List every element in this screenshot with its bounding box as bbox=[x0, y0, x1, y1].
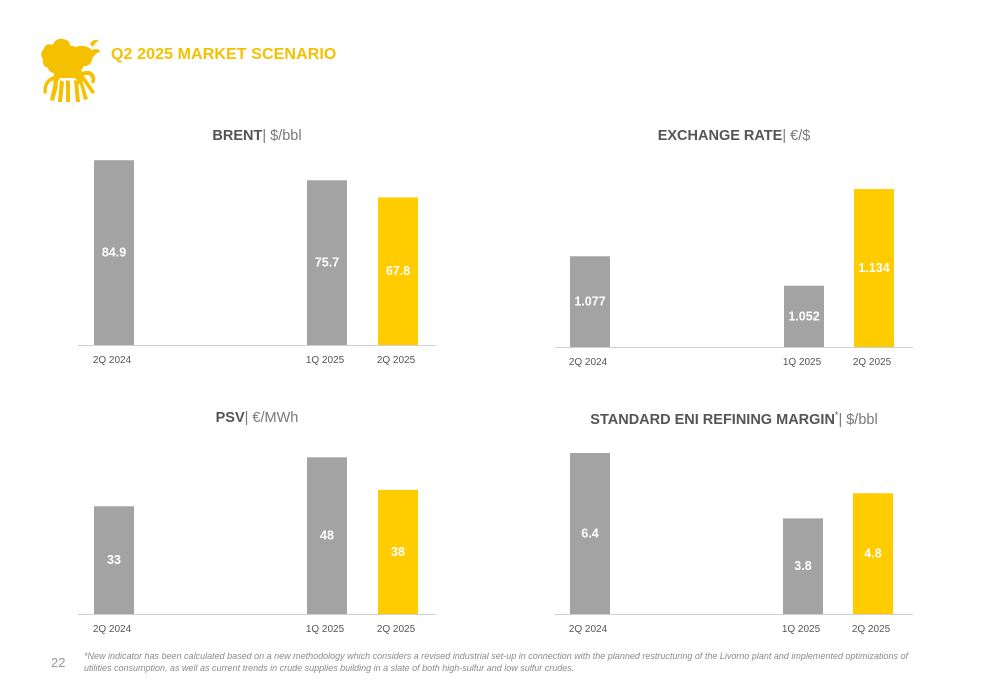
x-tick-label-2: 1Q 2025 bbox=[306, 624, 345, 635]
page-title: Q2 2025 MARKET SCENARIO bbox=[111, 46, 337, 63]
bar-1 bbox=[570, 256, 610, 347]
x-tick-label-1: 2Q 2024 bbox=[569, 357, 608, 368]
chart-brent: BRENT| $/bbl 84.9 2Q 2024 75.7 1Q 2025 67.8 2… bbox=[78, 128, 436, 368]
chart-psv: PSV| €/MWh 33 2Q 2024 48 1Q 2025 38 2Q 2025 bbox=[78, 410, 436, 650]
bar-2 bbox=[783, 518, 823, 614]
bar-2 bbox=[307, 457, 347, 614]
data-label-3: 38 bbox=[391, 545, 405, 559]
data-label-1: 6.4 bbox=[581, 527, 598, 541]
chart-unit: | $/bbl bbox=[262, 128, 302, 144]
x-tick-label-2: 1Q 2025 bbox=[782, 624, 821, 635]
footnote: *New indicator has been calculated based… bbox=[84, 651, 908, 673]
data-label-3: 4.8 bbox=[864, 547, 881, 561]
bar-3 bbox=[378, 489, 418, 614]
chart-refining-margin: STANDARD ENI REFINING MARGIN*| $/bbl 6.4… bbox=[555, 410, 913, 650]
bar-3 bbox=[853, 493, 893, 614]
chart-unit: | €/$ bbox=[782, 128, 811, 144]
x-tick-label-1: 2Q 2024 bbox=[93, 624, 132, 635]
data-label-2: 75.7 bbox=[315, 256, 339, 270]
chart-unit: | $/bbl bbox=[838, 411, 878, 428]
x-tick-label-1: 2Q 2024 bbox=[569, 624, 608, 635]
data-label-1: 84.9 bbox=[102, 246, 126, 260]
chart-plot: 33 2Q 2024 48 1Q 2025 38 2Q 2025 bbox=[78, 457, 436, 635]
x-tick-label-3: 2Q 2025 bbox=[853, 357, 892, 368]
bar-1 bbox=[94, 506, 134, 614]
chart-title: EXCHANGE RATE| €/$ bbox=[555, 128, 913, 144]
data-label-2: 48 bbox=[320, 529, 334, 543]
chart-title-text: PSV bbox=[215, 410, 245, 426]
chart-plot: 1.077 2Q 2024 1.052 1Q 2025 1.134 2Q 2025 bbox=[555, 189, 913, 368]
six-legged-dog-logo-icon bbox=[41, 38, 100, 102]
bar-2 bbox=[784, 285, 824, 347]
x-tick-label-2: 1Q 2025 bbox=[783, 357, 822, 368]
bar-3 bbox=[378, 197, 418, 345]
data-label-3: 67.8 bbox=[386, 264, 410, 278]
x-tick-label-3: 2Q 2025 bbox=[377, 624, 416, 635]
data-label-2: 1.052 bbox=[788, 309, 819, 323]
data-label-3: 1.134 bbox=[858, 261, 889, 275]
chart-title-text: BRENT bbox=[212, 128, 263, 144]
x-tick-label-3: 2Q 2025 bbox=[377, 355, 416, 366]
chart-title-text: EXCHANGE RATE bbox=[657, 128, 783, 144]
chart-exchange-rate: EXCHANGE RATE| €/$ 1.077 2Q 2024 1.052 1Q 2… bbox=[555, 128, 913, 368]
chart-title-sup: * bbox=[834, 410, 839, 420]
chart-unit: | €/MWh bbox=[244, 410, 299, 426]
chart-plot: 84.9 2Q 2024 75.7 1Q 2025 67.8 2Q 2025 bbox=[78, 160, 436, 366]
x-tick-label-1: 2Q 2024 bbox=[93, 355, 132, 366]
bar-3 bbox=[854, 189, 894, 347]
chart-title: STANDARD ENI REFINING MARGIN*| $/bbl bbox=[555, 410, 913, 428]
x-tick-label-2: 1Q 2025 bbox=[306, 355, 345, 366]
chart-title: PSV| €/MWh bbox=[78, 410, 436, 426]
bar-2 bbox=[307, 180, 347, 345]
chart-title: BRENT| $/bbl bbox=[78, 128, 436, 144]
chart-plot: 6.4 2Q 2024 3.8 1Q 2025 4.8 2Q 2025 bbox=[555, 453, 913, 635]
data-label-2: 3.8 bbox=[794, 559, 811, 573]
chart-title-text: STANDARD ENI REFINING MARGIN bbox=[590, 411, 835, 428]
data-label-1: 1.077 bbox=[574, 295, 605, 309]
data-label-1: 33 bbox=[107, 553, 121, 567]
bar-1 bbox=[570, 453, 610, 614]
page-number: 22 bbox=[51, 655, 66, 670]
bar-1 bbox=[94, 160, 134, 345]
x-tick-label-3: 2Q 2025 bbox=[852, 624, 891, 635]
